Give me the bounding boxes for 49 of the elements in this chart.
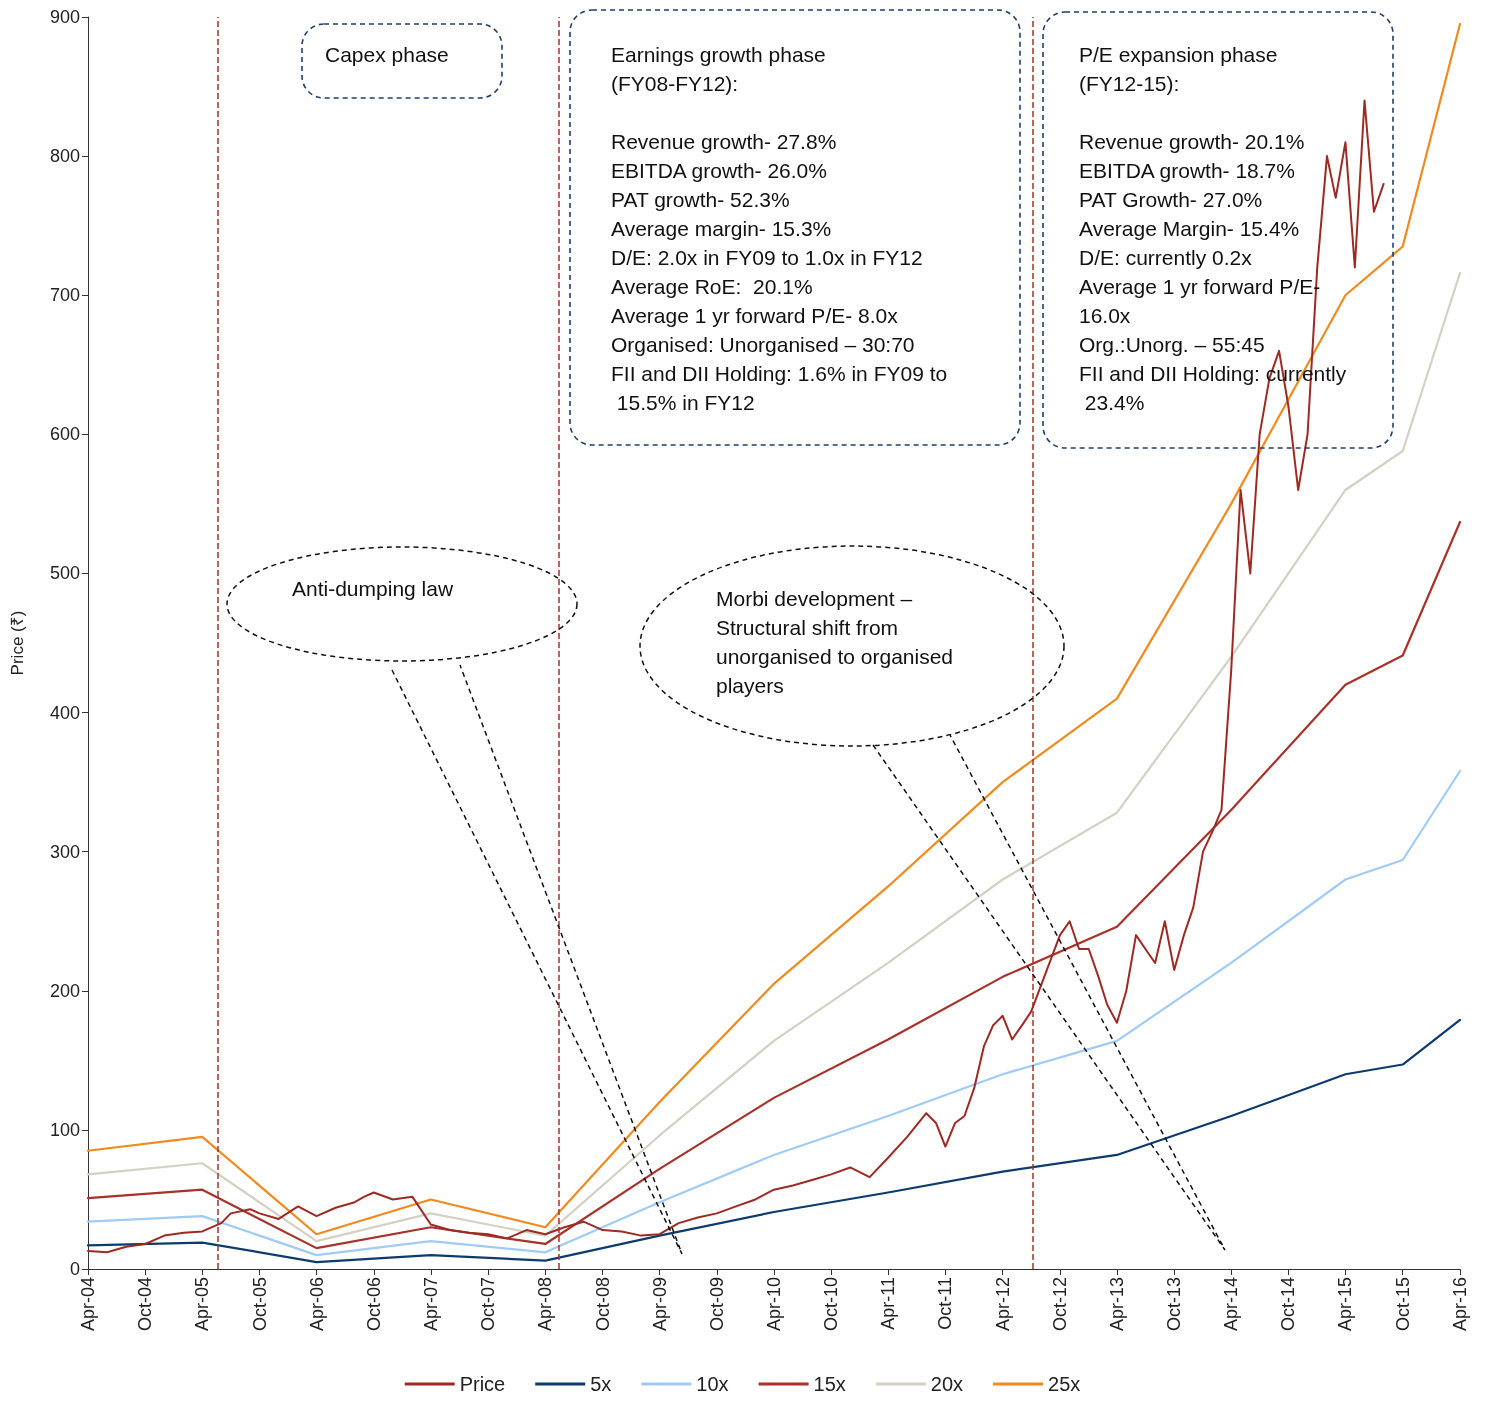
x-tick-label: Apr-06 [306,1277,327,1332]
x-tick-label: Oct-15 [1392,1277,1413,1332]
y-tick-label: 0 [69,1259,80,1279]
legend-label: 20x [930,1373,964,1395]
x-tick-label: Apr-11 [878,1277,899,1330]
x-tick-label: Apr-04 [78,1277,98,1332]
annotation: Capex phase [325,43,449,66]
x-tick-label: Apr-15 [1335,1277,1356,1332]
x-tick-label: Apr-16 [1450,1277,1470,1332]
x-tick-label: Oct-09 [706,1277,727,1332]
x-tick-label: Apr-05 [192,1277,213,1332]
x-tick-label: Apr-12 [992,1277,1013,1332]
x-tick-label: Apr-07 [420,1277,441,1332]
x-tick-label: Oct-06 [363,1277,384,1332]
x-tick-label: Apr-13 [1106,1277,1127,1332]
x-tick-label: Oct-14 [1278,1277,1299,1332]
annotation: Morbi development – Structural shift from unorganised to organised players [716,587,959,697]
x-tick-label: Oct-11 [935,1277,956,1330]
y-axis-title: Price (₹) [8,610,27,676]
legend-label: 15x [813,1373,846,1395]
x-tick-label: Oct-08 [592,1277,613,1332]
annotation: Anti-dumping law [292,577,454,600]
legend-label: 25x [1048,1373,1081,1395]
x-tick-label: Oct-13 [1164,1277,1185,1332]
line-series [86,1018,1462,1264]
line-series [86,769,1462,1257]
y-tick-label: 700 [49,285,80,306]
y-tick-label: 500 [49,563,80,584]
x-tick-label: Oct-10 [821,1277,842,1332]
x-tick-label: Apr-09 [649,1277,670,1332]
x-tick-label: Apr-10 [763,1277,784,1332]
x-tick-label: Apr-14 [1221,1277,1242,1332]
y-tick-label: 800 [49,146,80,167]
legend-label: 5x [590,1373,612,1395]
y-tick-label: 100 [49,1119,80,1140]
x-tick-label: Oct-12 [1049,1277,1070,1332]
x-tick-label: Apr-08 [535,1277,556,1332]
y-tick-label: 400 [49,702,80,723]
legend-label: 10x [696,1373,729,1395]
x-tick-label: Oct-07 [478,1277,499,1332]
x-tick-label: Oct-05 [249,1277,270,1332]
y-tick-label: 300 [49,841,80,862]
y-tick-label: 900 [49,7,80,27]
x-tick-label: Oct-04 [135,1277,156,1332]
text: Earnings growth phase (FY08-FY12): Revenue growth- 27.8% EBITDA growth- 26.0% PAT growth- 52.3% Average margin- 15.3% D/E: 2.0x in FY09 to 1.0x in FY12 Average RoE: 20.1% Average 1 yr forward P/E- 8.0x Organised: Unorganised – 30:70 FII and DII Holding: 1.6% in FY09 to 15.5% in FY12 [611,43,948,414]
y-tick-label: 600 [49,424,80,445]
legend-label: Price [459,1373,506,1395]
line-series [86,271,1462,1243]
y-tick-label: 200 [49,980,80,1001]
